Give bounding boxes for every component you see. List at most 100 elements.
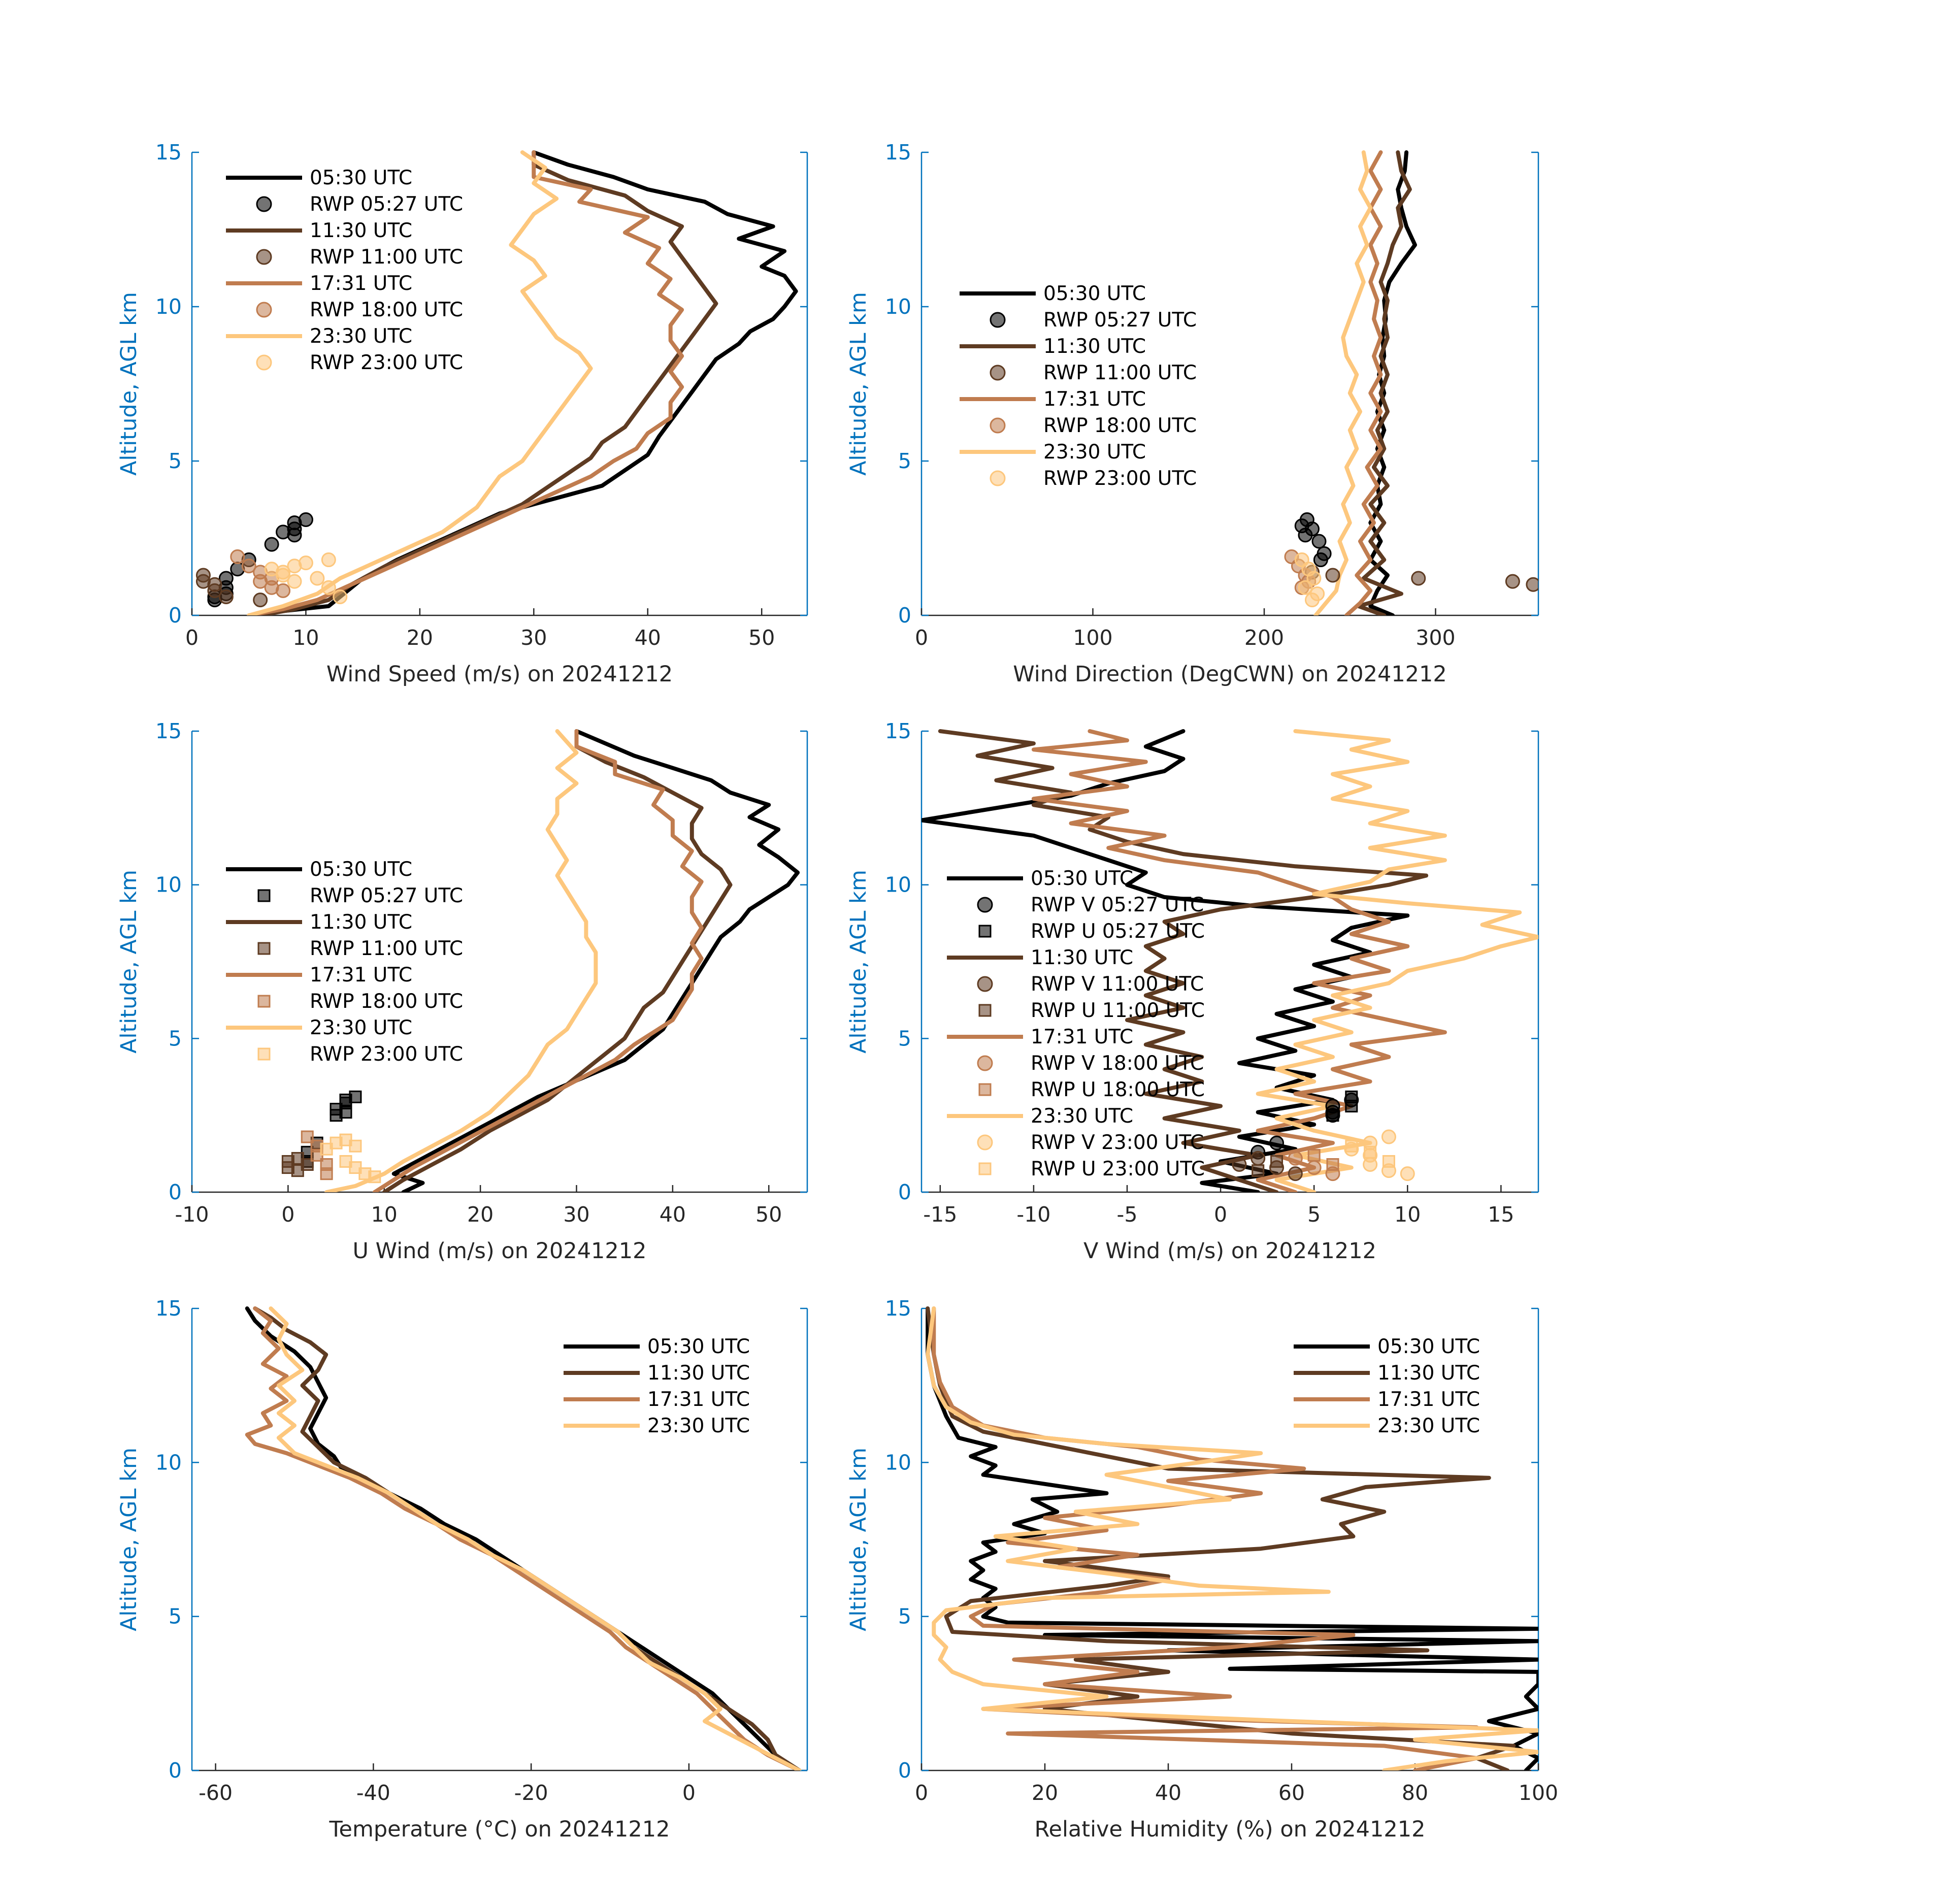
y-tick-label: 15: [885, 1296, 911, 1321]
rwp-circle-point: [298, 512, 313, 528]
x-axis-label: Relative Humidity (%) on 20241212: [1035, 1817, 1426, 1842]
series-line-11-30-UTC: [258, 150, 718, 615]
x-tick-label: 30: [563, 1202, 589, 1227]
x-tick-label: 40: [660, 1202, 686, 1227]
legend-label: RWP 11:00 UTC: [310, 246, 463, 269]
series-line-23-30-UTC: [1256, 729, 1538, 1192]
legend-circle-swatch: [256, 249, 272, 265]
panel-temperature: -60 -40 -20 0 0 5 10 15 Temperature (°C) on 2024…: [116, 1296, 808, 1842]
series-line-11-30-UTC: [382, 729, 733, 1192]
legend-label: 17:31 UTC: [1377, 1388, 1480, 1411]
rwp-circle-point: [321, 580, 336, 595]
rwp-circle-point: [1526, 577, 1538, 592]
y-tick-label: 0: [898, 1180, 911, 1204]
x-tick-label: 0: [1214, 1202, 1227, 1227]
series-line-17-31-UTC: [247, 150, 684, 615]
rwp-circle-point: [1306, 1160, 1322, 1175]
y-axis-label: Altitude, AGL km: [116, 1448, 142, 1631]
x-tick-label: 60: [1278, 1781, 1305, 1805]
x-tick-label: 30: [520, 626, 547, 650]
plot-area: [926, 1306, 1538, 1770]
legend-label: 11:30 UTC: [647, 1362, 750, 1385]
legend-label: RWP V 11:00 UTC: [1031, 973, 1204, 996]
legend-circle-swatch: [977, 976, 993, 992]
legend-circle-swatch: [256, 196, 272, 212]
y-tick-label: 5: [169, 1604, 182, 1629]
x-tick-label: 10: [1394, 1202, 1421, 1227]
legend-label: 05:30 UTC: [310, 858, 412, 881]
y-tick-label: 15: [155, 719, 182, 743]
rwp-circle-point: [218, 571, 234, 586]
x-tick-label: 100: [1073, 626, 1112, 650]
legend-label: 05:30 UTC: [647, 1335, 750, 1358]
x-tick-label: 300: [1416, 626, 1455, 650]
y-tick-label: 10: [885, 294, 911, 319]
x-tick-label: 0: [682, 1781, 696, 1805]
rwp-square-point: [1307, 1148, 1321, 1162]
rwp-circle-point: [1311, 534, 1327, 549]
legend-label: RWP 05:27 UTC: [1043, 309, 1197, 332]
y-tick-label: 10: [155, 1450, 182, 1474]
legend-label: 17:31 UTC: [1031, 1026, 1133, 1048]
rwp-square-point: [1345, 1139, 1358, 1153]
rwp-circle-point: [1400, 1166, 1415, 1181]
legend-label: RWP U 18:00 UTC: [1031, 1078, 1205, 1101]
rwp-circle-point: [1250, 1151, 1266, 1166]
legend-square-swatch: [978, 925, 992, 938]
y-axis-label: Altitude, AGL km: [846, 870, 871, 1054]
y-axis-label: Altitude, AGL km: [846, 292, 871, 476]
legend-label: 17:31 UTC: [310, 964, 412, 987]
rwp-circle-point: [298, 555, 313, 571]
legend-label: RWP 23:00 UTC: [310, 1043, 463, 1066]
rwp-circle-point: [230, 549, 245, 564]
rwp-circle-point: [321, 552, 336, 568]
y-tick-label: 0: [898, 603, 911, 628]
legend-label: RWP V 23:00 UTC: [1031, 1131, 1204, 1154]
legend-label: RWP 18:00 UTC: [1043, 414, 1197, 437]
x-axis-label: Wind Direction (DegCWN) on 20241212: [1013, 662, 1447, 687]
panel-rh: 0 20 40 60 80 100 0 5 10 15 Relative Humidity (%) …: [846, 1296, 1558, 1842]
y-axis-label: Altitude, AGL km: [846, 1448, 871, 1631]
panel-vwind: -15 -10 -5 0 5 10 15 0 5 10 15 V Wind (m/s) on 2024…: [846, 719, 1539, 1264]
legend-label: 11:30 UTC: [1377, 1362, 1480, 1385]
legend-label: 11:30 UTC: [1043, 335, 1146, 358]
x-tick-label: -60: [199, 1781, 233, 1805]
x-axis-label: U Wind (m/s) on 20241212: [353, 1238, 647, 1264]
rwp-circle-point: [276, 568, 291, 583]
y-tick-label: 0: [169, 603, 182, 628]
legend-label: RWP 23:00 UTC: [1043, 467, 1197, 490]
panel-speed: 0 10 20 30 40 50 0 5 10 15 Wind Speed (m/s) on 202…: [116, 140, 808, 687]
rwp-circle-point: [1325, 568, 1340, 583]
x-tick-label: -20: [514, 1781, 548, 1805]
series-line-23-30-UTC: [926, 1306, 1538, 1770]
x-axis-label: Wind Speed (m/s) on 20241212: [326, 662, 673, 687]
rwp-circle-point: [264, 537, 279, 552]
legend: 05:30 UTC RWP V 05:27 UTC RWP U 05:27 UTC 1…: [947, 867, 1205, 1180]
rwp-square-point: [301, 1158, 314, 1171]
rwp-circle-point: [1306, 571, 1322, 586]
series-line-05-30-UTC: [391, 729, 800, 1192]
legend-label: RWP 05:27 UTC: [310, 884, 463, 907]
series-line-17-31-UTC: [372, 729, 704, 1192]
rwp-circle-point: [1269, 1135, 1285, 1151]
series-line-23-30-UTC: [1313, 150, 1373, 615]
x-tick-label: 40: [635, 626, 661, 650]
rwp-square-point: [349, 1139, 362, 1153]
x-tick-label: -15: [923, 1202, 957, 1227]
y-tick-label: 0: [898, 1758, 911, 1783]
y-tick-label: 0: [169, 1180, 182, 1204]
legend-label: 23:30 UTC: [647, 1415, 750, 1437]
x-tick-label: 0: [185, 626, 199, 650]
rwp-circle-point: [1232, 1157, 1247, 1172]
y-tick-label: 5: [898, 1604, 911, 1629]
x-tick-label: 0: [915, 1781, 928, 1805]
legend-label: RWP V 18:00 UTC: [1031, 1052, 1204, 1075]
series-line-05-30-UTC: [245, 1306, 802, 1770]
x-tick-label: 200: [1244, 626, 1284, 650]
x-tick-label: 80: [1402, 1781, 1428, 1805]
legend-label: RWP V 05:27 UTC: [1031, 894, 1204, 916]
x-tick-label: -40: [356, 1781, 390, 1805]
rwp-circle-point: [287, 574, 302, 589]
x-tick-label: -10: [175, 1202, 209, 1227]
